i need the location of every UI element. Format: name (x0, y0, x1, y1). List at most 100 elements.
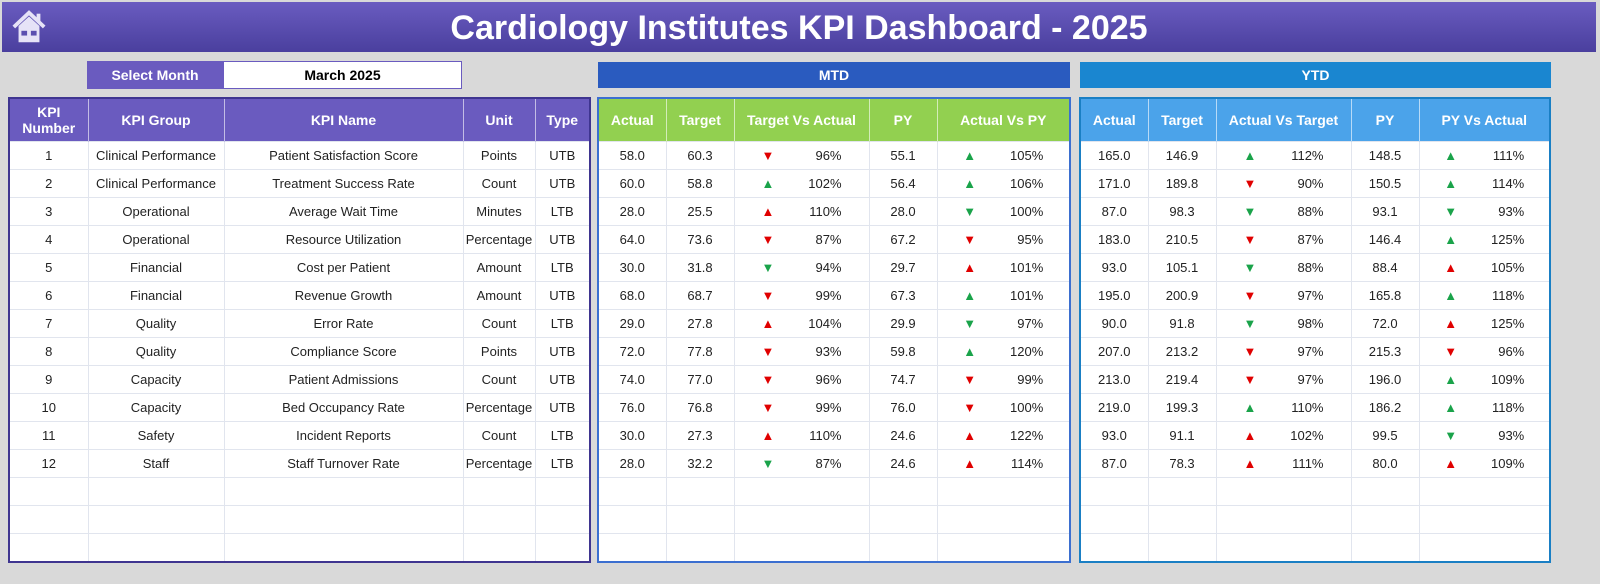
triangle-up-icon: ▲ (761, 204, 775, 219)
kpi-name: Revenue Growth (223, 281, 464, 310)
empty-cell (87, 505, 225, 534)
kpi-name: Patient Satisfaction Score (223, 141, 464, 170)
mtd-target-vs-actual: ▼ 87% (733, 225, 870, 254)
ytd-header-py: PY (1351, 98, 1420, 142)
kpi-row: 3 Operational Average Wait Time Minutes LTB (8, 197, 591, 226)
triangle-up-icon: ▲ (1243, 400, 1257, 415)
triangle-up-icon: ▲ (1243, 148, 1257, 163)
ytd-row: 90.0 91.8 ▼ 98% 72.0 ▲ 125% (1079, 309, 1551, 338)
ytd-py-vs-actual-percent: 111% (1492, 148, 1525, 163)
ytd-actual: 219.0 (1079, 393, 1149, 422)
triangle-up-icon: ▲ (963, 260, 977, 275)
ytd-actual-vs-target-percent: 97% (1297, 344, 1324, 359)
mtd-actual-vs-py-percent: 114% (1010, 456, 1044, 471)
mtd-actual-vs-py: ▼ 100% (936, 197, 1071, 226)
ytd-row: 183.0 210.5 ▼ 87% 146.4 ▲ 125% (1079, 225, 1551, 254)
ytd-row: 87.0 98.3 ▼ 88% 93.1 ▼ 93% (1079, 197, 1551, 226)
kpi-name: Error Rate (223, 309, 464, 338)
kpi-type: UTB (534, 225, 591, 254)
mtd-row: 29.0 27.8 ▲ 104% 29.9 ▼ 97% (597, 309, 1071, 338)
mtd-target-vs-actual: ▼ 99% (733, 393, 870, 422)
ytd-target: 98.3 (1147, 197, 1217, 226)
triangle-down-icon: ▼ (761, 344, 775, 359)
ytd-py: 99.5 (1350, 421, 1420, 450)
empty-cell (87, 533, 225, 563)
ytd-py-vs-actual: ▲ 118% (1418, 393, 1551, 422)
ytd-section-header: YTD (1080, 62, 1551, 88)
empty-cell (1418, 533, 1551, 563)
ytd-actual-vs-target: ▼ 97% (1215, 337, 1352, 366)
mtd-actual-vs-py: ▲ 120% (936, 337, 1071, 366)
ytd-py-vs-actual: ▲ 109% (1418, 449, 1551, 478)
ytd-py-vs-actual: ▼ 93% (1418, 421, 1551, 450)
triangle-down-icon: ▼ (761, 288, 775, 303)
mtd-target: 31.8 (665, 253, 735, 282)
kpi-type: UTB (534, 281, 591, 310)
mtd-actual-vs-py: ▲ 114% (936, 449, 1071, 478)
kpi-name: Resource Utilization (223, 225, 464, 254)
ytd-actual-vs-target-percent: 98% (1297, 316, 1324, 331)
mtd-py: 55.1 (868, 141, 938, 170)
ytd-row: 87.0 78.3 ▲ 111% 80.0 ▲ 109% (1079, 449, 1551, 478)
kpi-number: 8 (8, 337, 89, 366)
ytd-actual-vs-target: ▼ 97% (1215, 365, 1352, 394)
mtd-actual-vs-py: ▼ 100% (936, 393, 1071, 422)
mtd-actual-vs-py-percent: 95% (1017, 232, 1044, 247)
mtd-target-vs-actual: ▼ 93% (733, 337, 870, 366)
ytd-header-actual-vs-target: Actual Vs Target (1216, 98, 1352, 142)
kpi-type: UTB (534, 337, 591, 366)
ytd-target: 146.9 (1147, 141, 1217, 170)
kpi-type: UTB (534, 169, 591, 198)
ytd-py: 150.5 (1350, 169, 1420, 198)
ytd-py-vs-actual: ▲ 105% (1418, 253, 1551, 282)
ytd-row: 213.0 219.4 ▼ 97% 196.0 ▲ 109% (1079, 365, 1551, 394)
ytd-actual-vs-target-percent: 110% (1291, 400, 1324, 415)
ytd-actual: 93.0 (1079, 421, 1149, 450)
mtd-target-vs-actual-percent: 99% (815, 400, 842, 415)
ytd-py-vs-actual-percent: 118% (1491, 288, 1525, 303)
home-icon[interactable] (10, 8, 48, 46)
ytd-actual-vs-target: ▲ 112% (1215, 141, 1352, 170)
mtd-actual: 28.0 (597, 197, 667, 226)
triangle-up-icon: ▲ (1444, 260, 1458, 275)
mtd-row: 30.0 27.3 ▲ 110% 24.6 ▲ 122% (597, 421, 1071, 450)
empty-cell (665, 477, 735, 506)
month-select[interactable]: March 2025 (223, 61, 462, 89)
triangle-down-icon: ▼ (1444, 428, 1458, 443)
kpi-row: 1 Clinical Performance Patient Satisfactio… (8, 141, 591, 170)
empty-cell (462, 505, 536, 534)
triangle-up-icon: ▲ (1444, 288, 1458, 303)
header-kpi-number: KPI Number (9, 98, 89, 142)
triangle-up-icon: ▲ (963, 428, 977, 443)
kpi-name: Incident Reports (223, 421, 464, 450)
ytd-actual-vs-target: ▲ 111% (1215, 449, 1352, 478)
ytd-header-target: Target (1148, 98, 1217, 142)
mtd-actual: 60.0 (597, 169, 667, 198)
select-month-label: Select Month (87, 61, 223, 89)
mtd-target-vs-actual-percent: 96% (815, 372, 842, 387)
ytd-target: 78.3 (1147, 449, 1217, 478)
mtd-target-vs-actual-percent: 99% (815, 288, 842, 303)
triangle-down-icon: ▼ (1444, 204, 1458, 219)
mtd-target-vs-actual: ▼ 94% (733, 253, 870, 282)
mtd-section-header: MTD (598, 62, 1070, 88)
empty-cell (1215, 477, 1352, 506)
empty-row (1079, 505, 1551, 534)
empty-row (1079, 477, 1551, 506)
triangle-down-icon: ▼ (761, 400, 775, 415)
empty-cell (534, 477, 591, 506)
mtd-actual-vs-py-percent: 106% (1010, 176, 1044, 191)
ytd-target: 189.8 (1147, 169, 1217, 198)
empty-cell (87, 477, 225, 506)
empty-cell (1147, 533, 1217, 563)
empty-cell (1147, 477, 1217, 506)
ytd-actual-vs-target: ▼ 88% (1215, 197, 1352, 226)
ytd-py-vs-actual-percent: 125% (1491, 316, 1525, 331)
mtd-target-vs-actual-percent: 94% (815, 260, 842, 275)
ytd-actual-vs-target-percent: 111% (1292, 456, 1324, 471)
kpi-name: Patient Admissions (223, 365, 464, 394)
empty-row (597, 533, 1071, 563)
triangle-up-icon: ▲ (1444, 232, 1458, 247)
ytd-actual-vs-target: ▼ 97% (1215, 281, 1352, 310)
triangle-up-icon: ▲ (1444, 456, 1458, 471)
